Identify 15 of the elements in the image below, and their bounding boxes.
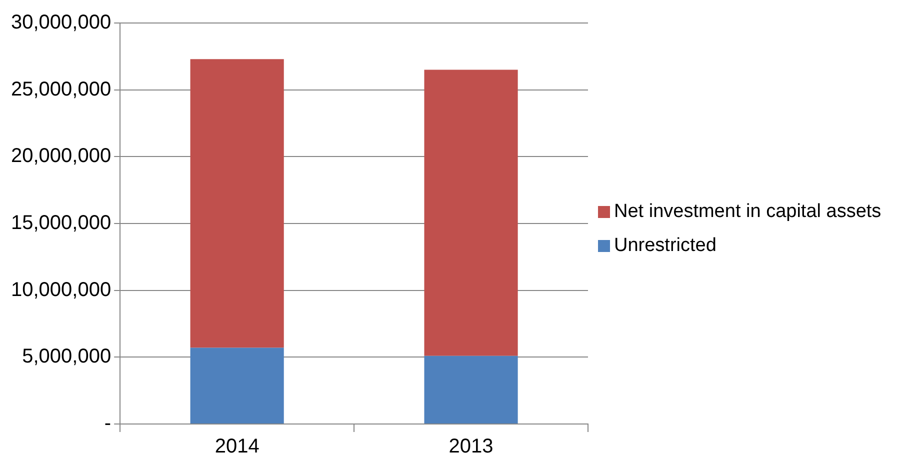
bar bbox=[424, 356, 518, 424]
bar bbox=[424, 70, 518, 356]
bar bbox=[190, 59, 284, 348]
x-tick-label: 2013 bbox=[448, 436, 494, 458]
y-tick-label: 20,000,000 bbox=[10, 145, 112, 168]
y-tick-label: - bbox=[104, 412, 112, 435]
y-tick-label: 30,000,000 bbox=[10, 12, 112, 34]
y-tick-label: 15,000,000 bbox=[10, 212, 112, 234]
legend-label: Net investment in capital assets bbox=[614, 201, 882, 223]
x-tick-label: 2014 bbox=[214, 436, 260, 458]
y-tick-label: 5,000,000 bbox=[22, 346, 112, 368]
legend-label: Unrestricted bbox=[614, 235, 716, 257]
y-tick-label: 25,000,000 bbox=[10, 78, 112, 100]
y-tick-label: 10,000,000 bbox=[10, 278, 112, 301]
bar bbox=[190, 348, 284, 424]
